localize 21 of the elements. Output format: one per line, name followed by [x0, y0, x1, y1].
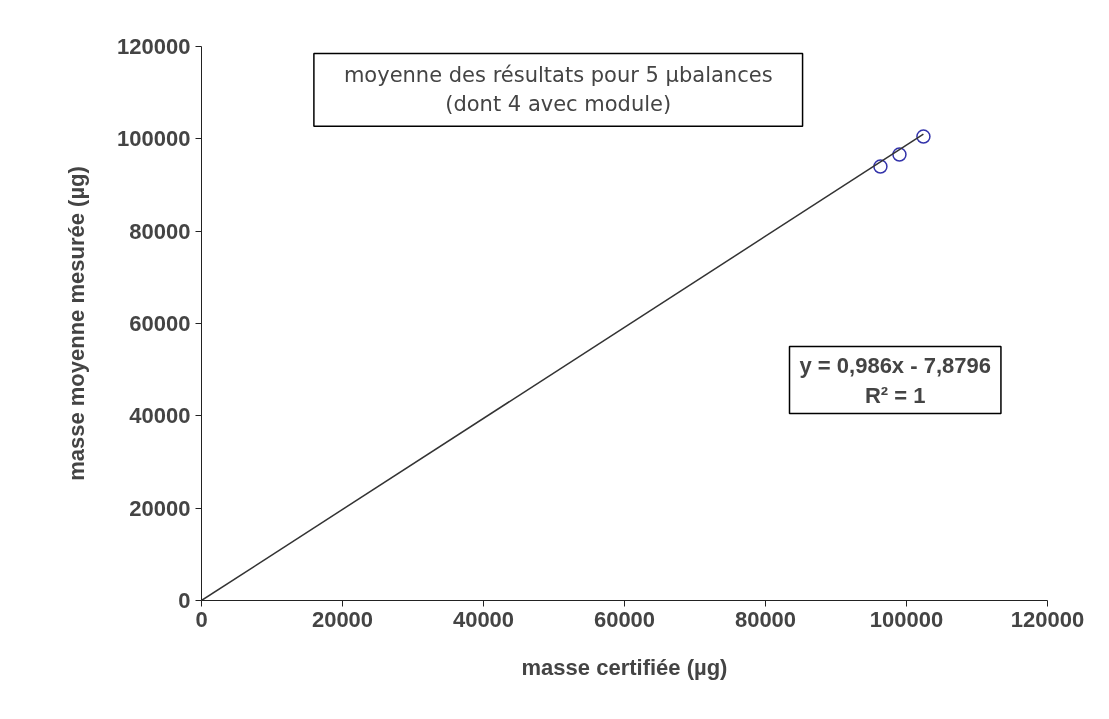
y-tick-label: 0: [178, 588, 191, 613]
y-tick-label: 60000: [129, 311, 191, 336]
x-tick-label: 20000: [311, 606, 374, 632]
point: [873, 159, 888, 174]
x-tick-label: 0: [195, 606, 208, 632]
x-tick-label: 40000: [452, 606, 515, 632]
point: [892, 147, 907, 162]
x-tick-label: 100000: [869, 606, 944, 632]
x-tick-label: 80000: [734, 606, 797, 632]
point: [916, 129, 931, 144]
y-axis-title: masse moyenne mesurée (µg): [64, 166, 90, 481]
x-axis-title: masse certifiée (µg): [521, 654, 728, 680]
y-tick-label: 80000: [129, 218, 191, 244]
annotation: moyenne des résultats pour 5 µbalances (dont 4 avec module): [343, 63, 773, 117]
y-tick-label: 40000: [129, 403, 191, 429]
x-tick-label: 60000: [593, 606, 656, 632]
y-tick-label: 120000: [117, 34, 191, 59]
y-tick-label: 20000: [129, 495, 191, 521]
y-tick-label: 100000: [117, 126, 191, 152]
x-tick-label: 120000: [1010, 606, 1085, 632]
annotation: y = 0,986x - 7,8796 R² = 1: [799, 352, 991, 408]
